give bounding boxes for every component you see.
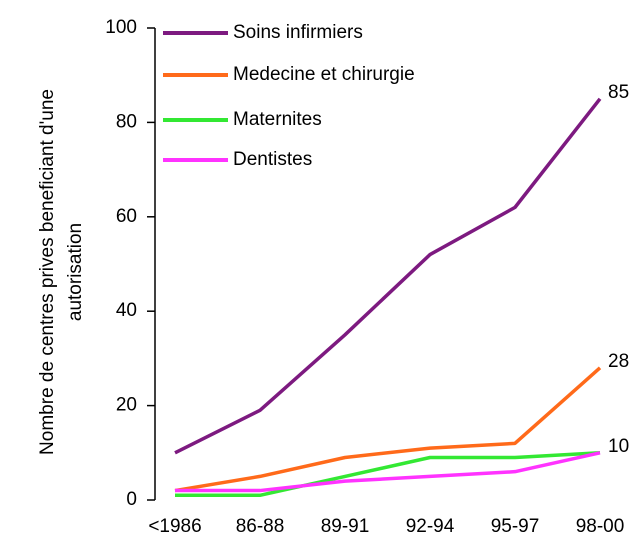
x-tick-label: 95-97 (491, 516, 540, 537)
data-label: 10 (608, 436, 629, 457)
legend-label: Maternites (233, 109, 322, 130)
x-tick-label: 89-91 (321, 516, 370, 537)
y-axis-label: autorisation (65, 223, 86, 321)
series-line (174, 366, 602, 493)
y-axis-label: Nombre de centres prives beneficiant d'u… (37, 89, 58, 455)
legend-label: Soins infirmiers (233, 22, 363, 43)
x-tick-label: 92-94 (406, 516, 455, 537)
legend-label: Medecine et chirurgie (233, 64, 415, 85)
data-label: 28 (608, 351, 629, 372)
series-line (174, 97, 602, 455)
data-label: 85 (608, 82, 629, 103)
legend-label: Dentistes (233, 149, 312, 170)
y-tick-label: 80 (116, 111, 137, 132)
series-line (175, 451, 601, 493)
x-tick-label: 98-00 (576, 516, 625, 537)
x-tick-label: <1986 (148, 516, 201, 537)
y-tick-label: 0 (126, 489, 137, 510)
series-line (175, 451, 601, 498)
y-tick-label: 40 (116, 300, 137, 321)
y-tick-label: 60 (116, 206, 137, 227)
y-tick-label: 20 (116, 395, 137, 416)
y-tick-label: 100 (105, 17, 137, 38)
x-tick-label: 86-88 (236, 516, 285, 537)
